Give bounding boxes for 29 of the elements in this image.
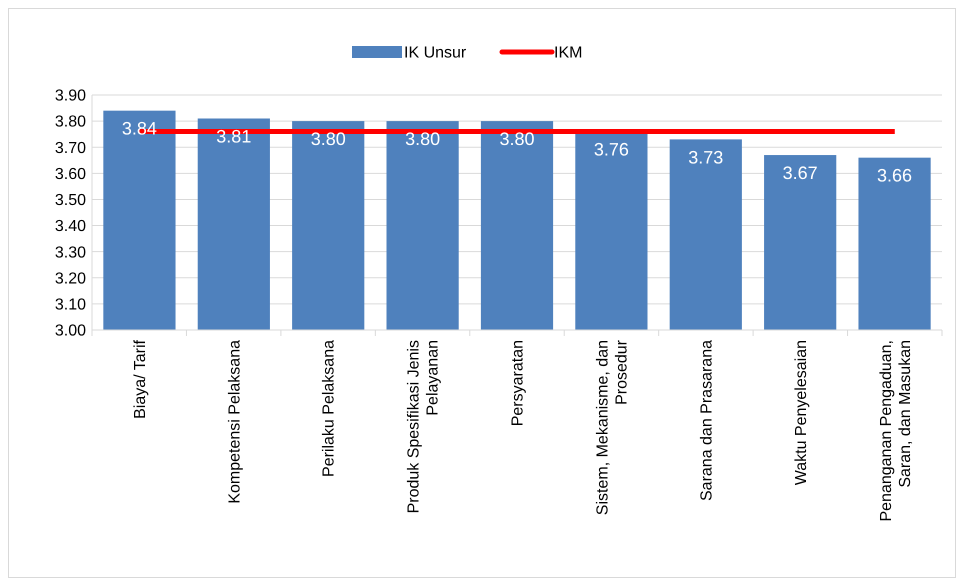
x-tick-label: Biaya/ Tarif bbox=[132, 339, 149, 419]
y-tick-label: 3.50 bbox=[54, 192, 86, 210]
y-tick-label: 3.40 bbox=[54, 218, 86, 236]
y-tick-label: 3.00 bbox=[54, 322, 86, 340]
y-tick-label: 3.60 bbox=[54, 166, 86, 183]
legend-label: IK Unsur bbox=[404, 44, 467, 62]
legend-label: IKM bbox=[554, 44, 582, 62]
y-tick-label: 3.90 bbox=[54, 88, 86, 105]
x-tick-label: Sarana dan Prasarana bbox=[698, 340, 716, 501]
x-tick-label: Sistem, Mekanisme, dan Prosedur bbox=[594, 339, 631, 516]
data-label: 3.84 bbox=[122, 118, 157, 139]
data-label: 3.73 bbox=[688, 147, 724, 168]
y-tick-label: 3.80 bbox=[54, 114, 86, 131]
y-tick-label: 3.10 bbox=[54, 296, 86, 314]
x-tick-label: Persyaratan bbox=[510, 340, 527, 426]
data-label: 3.66 bbox=[877, 166, 912, 186]
y-tick-label: 3.30 bbox=[54, 244, 86, 262]
x-tick-label: Produk Spesifikasi Jenis Pelayanan bbox=[406, 340, 442, 514]
x-tick-label: Waktu Penyelesaian bbox=[792, 340, 810, 486]
data-label: 3.80 bbox=[499, 129, 535, 150]
x-tick-label: Perilaku Pelaksana bbox=[320, 340, 338, 477]
x-tick-label: Penanganan Pengaduan, Saran, dan Masukan bbox=[878, 340, 914, 522]
data-label: 3.80 bbox=[405, 129, 440, 150]
data-label: 3.80 bbox=[310, 129, 346, 150]
data-label: 3.67 bbox=[782, 163, 818, 184]
x-tick-label: Kompetensi Pelaksana bbox=[226, 340, 244, 504]
y-tick-label: 3.70 bbox=[54, 140, 86, 157]
y-tick-label: 3.20 bbox=[54, 270, 86, 288]
data-label: 3.76 bbox=[594, 140, 629, 160]
